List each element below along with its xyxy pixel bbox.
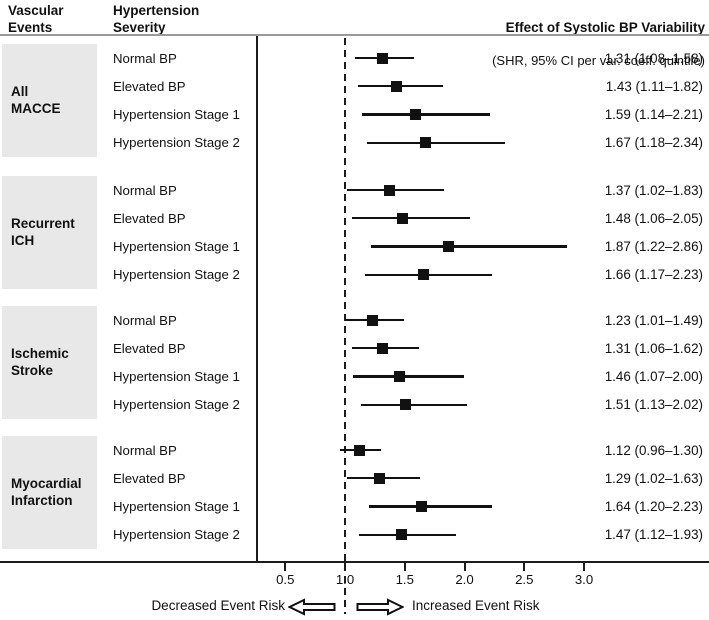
- confidence-interval-line: [368, 505, 492, 508]
- shr-ci-value: 1.67 (1.18–2.34): [604, 135, 703, 151]
- confidence-interval-line: [347, 188, 445, 192]
- right-arrow-icon: [356, 598, 404, 616]
- confidence-interval-line: [366, 141, 506, 145]
- point-estimate-marker: [395, 529, 407, 541]
- point-estimate-marker: [394, 371, 406, 383]
- point-estimate-marker: [383, 184, 395, 196]
- severity-row-label: Hypertension Stage 1: [113, 239, 240, 255]
- severity-row-label: Hypertension Stage 2: [113, 527, 240, 543]
- reference-dashed-line-below-axis: [344, 564, 346, 614]
- point-estimate-marker: [400, 399, 412, 411]
- point-estimate-marker: [376, 342, 388, 354]
- header-rule-line: [0, 34, 709, 36]
- x-axis-line: [0, 561, 709, 563]
- severity-row-label: Elevated BP: [113, 340, 186, 356]
- confidence-interval-line: [352, 217, 471, 220]
- increased-risk-label: Increased Event Risk: [412, 598, 540, 613]
- chart-title: Effect of Systolic BP Variability: [505, 19, 705, 35]
- shr-ci-value: 1.87 (1.22–2.86): [604, 239, 703, 255]
- severity-row-label: Hypertension Stage 1: [113, 107, 240, 123]
- shr-ci-value: 1.43 (1.11–1.82): [605, 78, 703, 94]
- confidence-interval-line: [359, 533, 457, 537]
- x-axis-tick-label: 1.0: [335, 572, 355, 587]
- point-estimate-marker: [410, 109, 421, 121]
- shr-ci-value: 1.51 (1.13–2.02): [604, 397, 703, 413]
- severity-row-label: Hypertension Stage 2: [113, 267, 240, 283]
- group-label-box: Myocardial Infarction: [2, 436, 97, 549]
- shr-ci-value: 1.37 (1.02–1.83): [604, 182, 703, 198]
- x-axis-tick-label: 1.5: [395, 572, 414, 587]
- x-axis-tick: [523, 563, 526, 571]
- severity-row-label: Elevated BP: [113, 78, 186, 94]
- shr-ci-value: 1.46 (1.07–2.00): [604, 369, 703, 385]
- shr-ci-value: 1.47 (1.12–1.93): [604, 527, 703, 543]
- group-label-box: Ischemic Stroke: [2, 306, 97, 419]
- x-axis-tick-label: 3.0: [574, 572, 594, 587]
- decreased-risk-label: Decreased Event Risk: [151, 598, 285, 613]
- left-arrow-icon: [288, 598, 336, 616]
- shr-ci-value: 1.31 (1.08–1.58): [604, 50, 703, 66]
- point-estimate-marker: [374, 472, 386, 484]
- severity-row-label: Normal BP: [113, 50, 177, 66]
- severity-row-label: Normal BP: [113, 442, 177, 458]
- point-estimate-marker: [443, 241, 455, 253]
- point-estimate-marker: [353, 444, 365, 456]
- x-axis-tick: [344, 563, 346, 571]
- x-axis-tick: [583, 563, 585, 571]
- confidence-interval-line: [360, 403, 467, 407]
- severity-row-label: Normal BP: [113, 182, 177, 198]
- chart-subtitle: (SHR, 95% CI per var. coeff. quintile): [492, 52, 705, 68]
- column-header-hypertension-severity: Hypertension Severity: [113, 3, 200, 35]
- shr-ci-value: 1.66 (1.17–2.23): [604, 267, 703, 283]
- x-axis-tick-label: 0.5: [276, 572, 295, 587]
- x-axis-tick-label: 2.5: [515, 572, 534, 587]
- point-estimate-marker: [419, 137, 431, 149]
- x-axis-tick: [403, 563, 406, 571]
- plot-left-border-line: [256, 36, 258, 562]
- point-estimate-marker: [396, 212, 408, 224]
- severity-row-label: Hypertension Stage 1: [113, 499, 240, 515]
- severity-row-label: Hypertension Stage 2: [113, 135, 240, 151]
- shr-ci-value: 1.31 (1.06–1.62): [604, 340, 703, 356]
- shr-ci-value: 1.12 (0.96–1.30): [604, 442, 703, 458]
- confidence-interval-line: [361, 113, 490, 116]
- point-estimate-marker: [376, 52, 388, 64]
- x-axis-tick-label: 2.0: [455, 572, 474, 587]
- group-label-box: Recurrent ICH: [2, 176, 97, 289]
- point-estimate-marker: [390, 80, 402, 92]
- shr-ci-value: 1.48 (1.06–2.05): [604, 210, 703, 226]
- effect-column-header: Effect of Systolic BP Variability (SHR, …: [345, 3, 705, 85]
- severity-row-label: Hypertension Stage 1: [113, 369, 240, 385]
- shr-ci-value: 1.23 (1.01–1.49): [604, 312, 703, 328]
- column-header-vascular-events: Vascular Events: [8, 3, 64, 35]
- group-label-box: All MACCE: [2, 44, 97, 157]
- shr-ci-value: 1.29 (1.02–1.63): [604, 470, 703, 486]
- confidence-interval-line: [371, 245, 568, 248]
- point-estimate-marker: [418, 269, 430, 281]
- severity-row-label: Hypertension Stage 2: [113, 397, 240, 413]
- shr-ci-value: 1.64 (1.20–2.23): [604, 499, 703, 515]
- x-axis-tick: [463, 563, 466, 571]
- confidence-interval-line: [353, 375, 465, 378]
- severity-row-label: Elevated BP: [113, 470, 186, 486]
- reference-dashed-line: [344, 38, 346, 562]
- severity-row-label: Normal BP: [113, 312, 177, 328]
- x-axis-tick: [284, 563, 287, 571]
- point-estimate-marker: [415, 501, 427, 513]
- point-estimate-marker: [366, 314, 378, 326]
- shr-ci-value: 1.59 (1.14–2.21): [604, 107, 703, 123]
- severity-row-label: Elevated BP: [113, 210, 186, 226]
